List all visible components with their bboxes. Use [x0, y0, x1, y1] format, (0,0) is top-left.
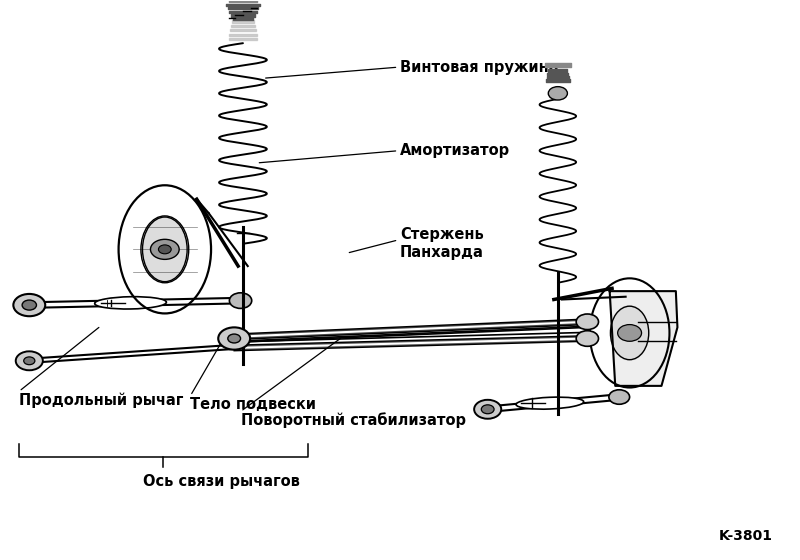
Text: Панхарда: Панхарда — [400, 245, 484, 260]
Circle shape — [482, 405, 494, 414]
Circle shape — [22, 300, 37, 310]
Circle shape — [228, 334, 241, 343]
Ellipse shape — [610, 305, 650, 361]
Text: Поворотный стабилизатор: Поворотный стабилизатор — [241, 413, 466, 428]
Text: Стержень: Стержень — [400, 227, 484, 242]
Circle shape — [16, 351, 43, 370]
Circle shape — [618, 325, 642, 341]
Circle shape — [158, 245, 171, 254]
Ellipse shape — [141, 216, 189, 283]
Text: Тело подвески: Тело подвески — [190, 397, 316, 412]
Circle shape — [14, 294, 46, 316]
Circle shape — [576, 331, 598, 346]
Text: Продольный рычаг: Продольный рычаг — [19, 393, 183, 408]
Polygon shape — [610, 291, 678, 386]
Circle shape — [576, 314, 598, 330]
Text: Амортизатор: Амортизатор — [400, 143, 510, 158]
Circle shape — [230, 293, 252, 309]
Circle shape — [24, 357, 35, 365]
Circle shape — [548, 87, 567, 100]
Text: K-3801: K-3801 — [719, 529, 773, 543]
Circle shape — [474, 400, 502, 419]
Ellipse shape — [516, 397, 584, 409]
Text: Ось связи рычагов: Ось связи рычагов — [143, 474, 300, 489]
Circle shape — [609, 390, 630, 404]
Ellipse shape — [94, 297, 166, 309]
Text: Винтовая пружина: Винтовая пружина — [400, 60, 558, 74]
Circle shape — [218, 328, 250, 349]
Circle shape — [150, 239, 179, 259]
